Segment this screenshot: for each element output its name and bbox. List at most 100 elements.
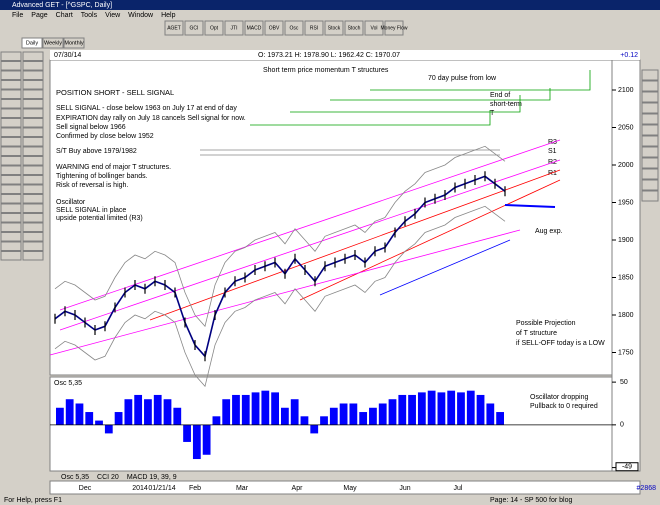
status: For Help, press F1 <box>4 497 62 504</box>
trend-lines <box>49 70 591 356</box>
side-button[interactable] <box>22 146 44 156</box>
toolbar-button[interactable] <box>324 20 344 36</box>
side-button[interactable] <box>22 51 44 61</box>
osc-bar <box>417 392 426 425</box>
side-button[interactable] <box>641 102 659 114</box>
status: Page: 14 - SP 500 for blog <box>490 497 572 504</box>
side-button[interactable] <box>0 194 22 204</box>
menu-item[interactable]: Window <box>128 12 154 19</box>
toolbar-button[interactable] <box>264 20 284 36</box>
menu-item[interactable]: Tools <box>81 12 98 19</box>
side-button[interactable] <box>0 108 22 118</box>
tab[interactable] <box>42 37 64 49</box>
tab[interactable] <box>21 37 43 49</box>
bottom-tab[interactable]: MACD 19, 39, 9 <box>127 474 177 481</box>
osc-bar <box>398 394 407 425</box>
side-button[interactable] <box>641 157 659 169</box>
side-button[interactable] <box>0 175 22 185</box>
side-button[interactable] <box>0 80 22 90</box>
menu-item[interactable]: File <box>12 12 23 19</box>
annotation: SELL SIGNAL - close below 1963 on July 1… <box>56 105 237 112</box>
annotation: of T structure <box>516 330 557 337</box>
side-button[interactable] <box>22 213 44 223</box>
side-button[interactable] <box>0 241 22 251</box>
side-button[interactable] <box>0 203 22 213</box>
side-button[interactable] <box>22 241 44 251</box>
side-button[interactable] <box>22 89 44 99</box>
side-button[interactable] <box>0 156 22 166</box>
side-button[interactable] <box>0 232 22 242</box>
toolbar-label: MACD <box>247 25 262 31</box>
side-button[interactable] <box>641 124 659 136</box>
osc-bar <box>388 399 397 425</box>
side-button[interactable] <box>22 184 44 194</box>
side-button[interactable] <box>641 69 659 81</box>
side-button[interactable] <box>22 232 44 242</box>
side-button[interactable] <box>0 99 22 109</box>
side-button[interactable] <box>22 194 44 204</box>
osc-bar <box>466 390 475 425</box>
menu-item[interactable]: View <box>105 12 121 19</box>
toolbar-button[interactable] <box>244 20 264 36</box>
side-button[interactable] <box>0 213 22 223</box>
osc-bar <box>281 407 289 425</box>
side-button[interactable] <box>641 80 659 92</box>
side-button[interactable] <box>0 61 22 71</box>
side-button[interactable] <box>22 127 44 137</box>
toolbar-button[interactable] <box>344 20 364 36</box>
side-button[interactable] <box>22 61 44 71</box>
side-button[interactable] <box>22 165 44 175</box>
side-button[interactable] <box>0 184 22 194</box>
side-button[interactable] <box>641 113 659 125</box>
side-button[interactable] <box>22 203 44 213</box>
y-tick-label: 50 <box>620 379 628 386</box>
toolbar-button[interactable] <box>364 20 384 36</box>
side-button[interactable] <box>641 135 659 147</box>
menu-item[interactable]: Page <box>31 12 47 19</box>
side-button[interactable] <box>0 165 22 175</box>
osc-bar <box>222 399 231 425</box>
side-button[interactable] <box>22 108 44 118</box>
side-button[interactable] <box>0 222 22 232</box>
side-button[interactable] <box>22 80 44 90</box>
side-button[interactable] <box>0 127 22 137</box>
toolbar-button[interactable] <box>184 20 204 36</box>
toolbar-button[interactable] <box>224 20 244 36</box>
side-button[interactable] <box>641 146 659 158</box>
x-tick-label: May <box>343 485 357 492</box>
bottom-tab[interactable]: Osc 5,35 <box>61 474 89 481</box>
toolbar-button[interactable] <box>284 20 304 36</box>
toolbar-button[interactable] <box>164 20 184 36</box>
toolbar-button[interactable] <box>384 20 404 36</box>
side-button[interactable] <box>641 168 659 180</box>
bottom-tab[interactable]: CCI 20 <box>97 474 119 481</box>
toolbar-label: Money Flow <box>381 25 408 31</box>
side-button[interactable] <box>22 175 44 185</box>
side-button[interactable] <box>22 118 44 128</box>
side-button[interactable] <box>641 91 659 103</box>
side-button[interactable] <box>0 146 22 156</box>
side-button[interactable] <box>0 137 22 147</box>
toolbar-button[interactable] <box>204 20 224 36</box>
osc-bar <box>144 399 152 425</box>
side-button[interactable] <box>22 251 44 261</box>
toolbar-button[interactable] <box>304 20 324 36</box>
side-button[interactable] <box>0 51 22 61</box>
toolbar-label: OBV <box>269 25 280 31</box>
menu-item[interactable]: Chart <box>56 12 73 19</box>
side-button[interactable] <box>22 222 44 232</box>
side-button[interactable] <box>0 89 22 99</box>
tab[interactable] <box>63 37 85 49</box>
side-button[interactable] <box>0 251 22 261</box>
side-button[interactable] <box>22 99 44 109</box>
side-button[interactable] <box>22 70 44 80</box>
side-button[interactable] <box>641 179 659 191</box>
menu-item[interactable]: Help <box>161 12 176 19</box>
osc-bar <box>173 407 182 425</box>
toolbar-label: GCI <box>190 25 199 31</box>
side-button[interactable] <box>641 190 659 202</box>
side-button[interactable] <box>0 70 22 80</box>
side-button[interactable] <box>22 156 44 166</box>
side-button[interactable] <box>22 137 44 147</box>
side-button[interactable] <box>0 118 22 128</box>
